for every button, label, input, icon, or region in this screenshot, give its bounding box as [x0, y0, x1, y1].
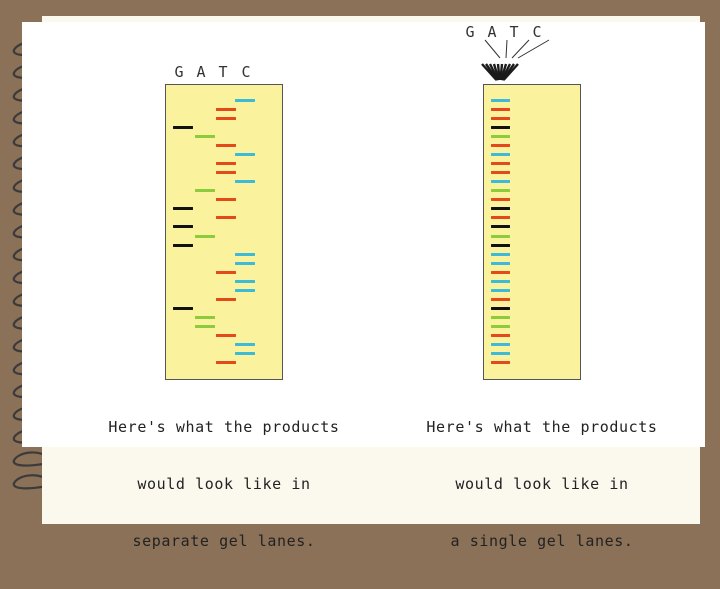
- left-band-t: [216, 361, 236, 364]
- right-band-t: [491, 216, 510, 219]
- left-caption-line-2: would look like in: [137, 475, 311, 493]
- right-band-t: [491, 117, 510, 120]
- right-band-t: [491, 198, 510, 201]
- left-band-g: [173, 207, 193, 210]
- right-lane-label-c: C: [532, 23, 542, 41]
- left-lane-label-g: G: [174, 63, 184, 81]
- left-band-c: [235, 289, 255, 292]
- left-lane-label-a: A: [196, 63, 206, 81]
- left-band-t: [216, 198, 236, 201]
- right-band-a: [491, 325, 510, 328]
- left-band-t: [216, 334, 236, 337]
- right-band-t: [491, 298, 510, 301]
- right-band-g: [491, 126, 510, 129]
- left-band-t: [216, 171, 236, 174]
- right-band-c: [491, 180, 510, 183]
- right-band-t: [491, 271, 510, 274]
- left-band-t: [216, 108, 236, 111]
- right-band-c: [491, 253, 510, 256]
- left-band-c: [235, 280, 255, 283]
- right-band-c: [491, 289, 510, 292]
- left-band-t: [216, 298, 236, 301]
- left-caption-line-3: separate gel lanes.: [132, 532, 316, 550]
- right-band-g: [491, 207, 510, 210]
- left-band-a: [195, 325, 215, 328]
- left-band-c: [235, 180, 255, 183]
- right-band-t: [491, 361, 510, 364]
- left-band-a: [195, 135, 215, 138]
- left-band-c: [235, 262, 255, 265]
- left-band-a: [195, 189, 215, 192]
- right-caption-line-1: Here's what the products: [426, 418, 658, 436]
- right-band-a: [491, 135, 510, 138]
- right-lane-label-g: G: [465, 23, 475, 41]
- left-caption: Here's what the products would look like…: [62, 380, 386, 589]
- right-band-a: [491, 235, 510, 238]
- right-lane-label-t: T: [509, 23, 519, 41]
- left-band-t: [216, 216, 236, 219]
- right-band-g: [491, 244, 510, 247]
- right-band-c: [491, 280, 510, 283]
- left-band-a: [195, 316, 215, 319]
- right-band-a: [491, 189, 510, 192]
- right-band-c: [491, 153, 510, 156]
- right-band-c: [491, 99, 510, 102]
- left-band-t: [216, 117, 236, 120]
- left-band-g: [173, 307, 193, 310]
- left-band-t: [216, 144, 236, 147]
- right-lane-label-a: A: [487, 23, 497, 41]
- left-band-c: [235, 343, 255, 346]
- single-lane-gel: [483, 84, 581, 380]
- left-band-a: [195, 235, 215, 238]
- left-band-t: [216, 162, 236, 165]
- right-band-t: [491, 334, 510, 337]
- left-band-g: [173, 126, 193, 129]
- separate-lanes-gel: [165, 84, 283, 380]
- right-band-a: [491, 316, 510, 319]
- left-band-c: [235, 153, 255, 156]
- left-band-t: [216, 271, 236, 274]
- left-caption-line-1: Here's what the products: [108, 418, 340, 436]
- right-band-g: [491, 225, 510, 228]
- right-caption: Here's what the products would look like…: [380, 380, 704, 589]
- right-band-t: [491, 144, 510, 147]
- left-lane-label-t: T: [218, 63, 228, 81]
- right-band-t: [491, 171, 510, 174]
- right-band-c: [491, 343, 510, 346]
- right-band-t: [491, 162, 510, 165]
- right-band-c: [491, 262, 510, 265]
- right-band-t: [491, 108, 510, 111]
- left-band-g: [173, 225, 193, 228]
- right-band-c: [491, 352, 510, 355]
- left-band-c: [235, 99, 255, 102]
- right-caption-line-2: would look like in: [455, 475, 629, 493]
- left-band-c: [235, 352, 255, 355]
- left-band-g: [173, 244, 193, 247]
- right-caption-line-3: a single gel lanes.: [450, 532, 634, 550]
- left-lane-label-c: C: [241, 63, 251, 81]
- right-band-g: [491, 307, 510, 310]
- left-band-c: [235, 253, 255, 256]
